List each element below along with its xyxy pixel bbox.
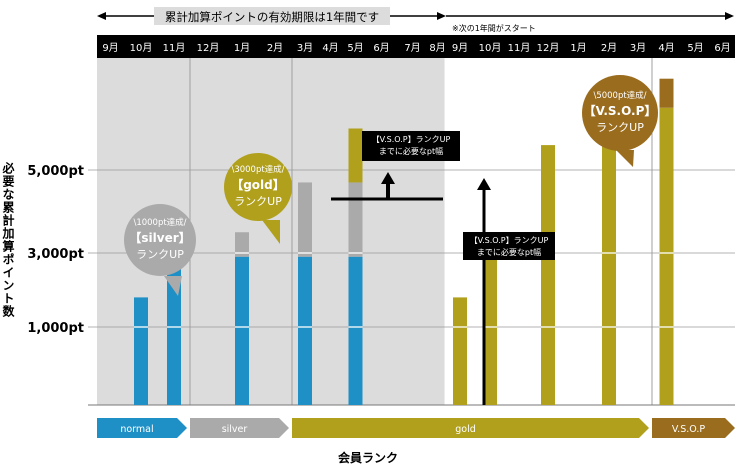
month-label: 3月 [297,42,313,54]
note-text: 【V.S.O.P】ランクUP [372,135,451,144]
month-label: 3月 [630,42,646,54]
month-label: 11月 [508,42,531,54]
rank-label: silver [222,424,248,435]
month-label: 2月 [601,42,617,54]
note-box [463,232,555,260]
month-label: 11月 [163,42,186,54]
rank-label: normal [120,424,153,435]
month-label: 6月 [373,42,389,54]
x-axis-label: 会員ランク [338,450,398,465]
month-label: 12月 [537,42,560,54]
callout-text: \5000pt達成/ [593,90,646,101]
callout-bubble [124,204,196,276]
bar-segment [348,182,363,257]
callout-bubble [582,75,658,151]
callout-text: ランクUP [234,195,282,208]
rank-arrow [292,418,649,438]
month-label: 9月 [102,42,118,54]
month-label: 10月 [479,42,502,54]
next-year-arrow-head [725,12,734,20]
validity-label: 累計加算ポイントの有効期限は1年間です [165,10,379,24]
rank-arrow [97,418,187,438]
up-arrow-head [381,172,395,184]
bar-segment [298,182,312,257]
month-label: 4月 [658,42,674,54]
bar-segment [134,297,148,405]
bar-segment [483,256,497,405]
month-label: 12月 [197,42,220,54]
bar-segment [348,128,363,183]
month-label: 5月 [347,42,363,54]
bar-segment [235,232,249,257]
validity-label-bg [154,7,390,25]
callout-text: 【silver】 [129,230,190,245]
callout-text: 【gold】 [231,177,285,192]
bar-segment [235,256,249,405]
month-strip [97,35,735,58]
bar-segment [602,107,616,405]
rank-label: V.S.O.P [672,424,705,435]
callout-text: 【V.S.O.P】 [584,103,657,118]
y-axis-label: 必要な累計加算ポイント数 [1,161,15,318]
bar-segment [659,78,674,108]
bar-segment [453,297,467,405]
rank-arrow [190,418,289,438]
callout-tail [616,150,634,167]
y-tick-label: 1,000pt [27,321,84,336]
note-text: 【V.S.O.P】ランクUP [470,236,549,245]
month-label: 4月 [322,42,338,54]
callout-tail [164,276,182,296]
month-label: 1月 [234,42,250,54]
callout-bubble [224,153,292,221]
callout-text: ランクUP [136,248,184,261]
callout-text: \1000pt達成/ [133,217,186,228]
note-text: までに必要なpt幅 [477,247,541,257]
month-label: 9月 [452,42,468,54]
bar-segment [348,256,363,405]
validity-arrow-head-right [437,12,446,20]
bar-segment [541,145,555,405]
month-label: 5月 [687,42,703,54]
month-label: 8月 [429,42,445,54]
month-label: 7月 [404,42,420,54]
y-tick-label: 3,000pt [27,247,84,262]
note-box [362,131,460,161]
note-text: までに必要なpt幅 [379,146,443,156]
callout-text: \3000pt達成/ [231,164,284,175]
callout-text: ランクUP [596,121,644,134]
month-label: 2月 [267,42,283,54]
y-tick-label: 5,000pt [27,164,84,179]
needed-arrow-head [477,178,491,190]
rank-arrow [652,418,735,438]
bar-segment [659,107,674,405]
next-year-note: ※次の1年間がスタート [452,23,536,33]
validity-arrow-head-left [97,12,106,20]
month-label: 7月 [0,42,8,54]
month-label: 1月 [570,42,586,54]
month-label: 10月 [130,42,153,54]
month-label: 6月 [714,42,730,54]
callout-tail [262,220,280,244]
bar-segment [298,256,312,405]
rank-label: gold [455,424,476,435]
